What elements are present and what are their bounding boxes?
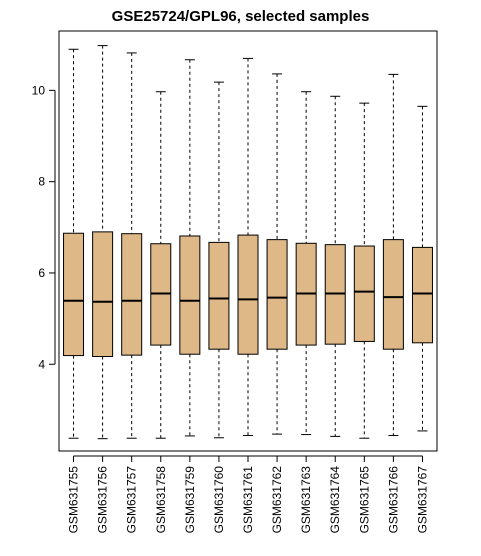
x-tick-label: GSM631761 — [241, 466, 255, 534]
x-tick-label: GSM631760 — [212, 466, 226, 534]
x-axis: GSM631755 GSM631756 GSM631757 GSM631758 GSM6… — [67, 455, 429, 534]
box-GSM631755 — [63, 48, 85, 439]
box-body — [353, 245, 375, 342]
box-body — [266, 239, 288, 350]
box-GSM631767 — [411, 105, 433, 432]
y-tick-label: 4 — [38, 357, 45, 371]
box-GSM631762 — [266, 73, 288, 435]
x-tick-label: GSM631755 — [67, 466, 81, 534]
box-GSM631760 — [208, 81, 230, 439]
y-tick-label: 6 — [38, 266, 45, 280]
box-GSM631759 — [179, 59, 201, 437]
x-tick-label: GSM631766 — [386, 466, 400, 534]
x-tick-label: GSM631767 — [415, 466, 429, 534]
box-GSM631756 — [92, 45, 114, 440]
x-tick-label: GSM631765 — [357, 466, 371, 534]
x-tick-label: GSM631759 — [183, 466, 197, 534]
box-body — [208, 241, 230, 350]
box-GSM631764 — [324, 95, 346, 437]
box-body — [237, 234, 259, 355]
x-tick-label: GSM631764 — [328, 466, 342, 534]
box-GSM631765 — [353, 102, 375, 439]
x-tick-label: GSM631758 — [154, 466, 168, 534]
box-body — [92, 231, 114, 357]
x-tick-label: GSM631763 — [299, 466, 313, 534]
plot-frame — [58, 30, 438, 452]
y-tick-label: 10 — [32, 83, 46, 97]
x-tick-label: GSM631756 — [96, 466, 110, 534]
box-body — [63, 232, 85, 357]
box-body — [179, 235, 201, 355]
box-GSM631766 — [382, 73, 404, 436]
boxes-layer — [63, 45, 433, 440]
box-GSM631763 — [295, 91, 317, 436]
y-tick-label: 8 — [38, 175, 45, 189]
box-body — [382, 239, 404, 350]
x-tick-label: GSM631762 — [270, 466, 284, 534]
box-GSM631757 — [121, 52, 143, 439]
x-tick-label: GSM631757 — [125, 466, 139, 534]
y-axis: 4 6 8 10 — [32, 83, 56, 371]
box-GSM631758 — [150, 91, 172, 439]
box-body — [121, 233, 143, 356]
chart-title: GSE25724/GPL96, selected samples — [111, 8, 370, 25]
box-body — [411, 246, 433, 344]
box-GSM631761 — [237, 57, 259, 436]
